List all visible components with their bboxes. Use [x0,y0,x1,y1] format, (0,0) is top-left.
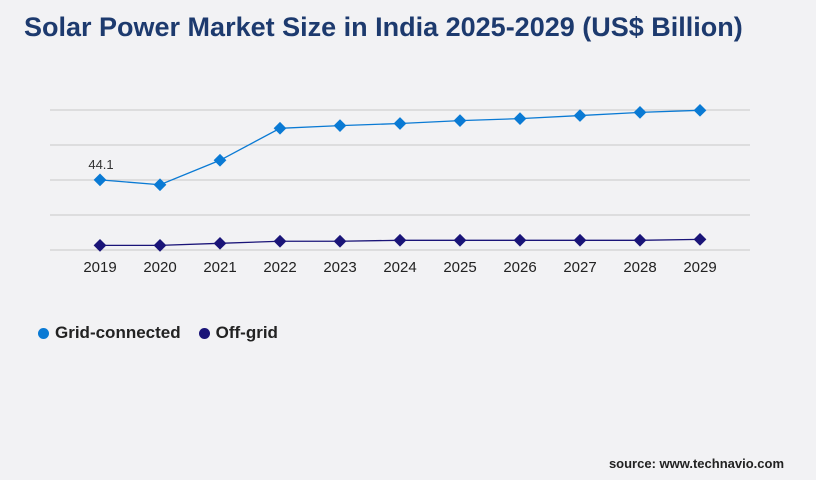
data-point [393,233,407,247]
data-point [573,109,587,122]
legend: Grid-connected Off-grid [38,323,278,343]
legend-label: Off-grid [215,323,278,342]
data-point [693,232,707,246]
data-point [273,234,287,248]
data-point [273,121,287,135]
data-point [213,236,227,250]
data-point [573,233,587,247]
legend-item-off-grid: Off-grid [198,323,278,343]
data-point [213,153,227,167]
data-point [453,233,467,247]
chart-title: Solar Power Market Size in India 2025-20… [24,12,743,42]
legend-label: Grid-connected [55,323,181,342]
data-point [453,114,467,128]
data-label: 44.1 [88,157,113,172]
data-point [153,178,167,192]
data-point [153,239,167,252]
legend-marker-icon [198,327,210,339]
x-tick-label: 2020 [143,259,176,276]
data-point [513,112,527,125]
x-tick-label: 2028 [623,259,656,276]
data-point [633,233,647,247]
x-tick-label: 2024 [383,259,416,276]
data-point [513,233,527,247]
data-point [633,106,647,119]
x-tick-label: 2026 [503,259,536,276]
source-note: source: www.technavio.com [608,456,784,471]
data-point [393,117,407,130]
x-tick-label: 2019 [83,259,116,276]
data-point [93,239,107,252]
x-tick-label: 2025 [443,259,476,276]
legend-item-grid-connected: Grid-connected [38,323,181,343]
data-point [693,103,707,117]
x-tick-label: 2029 [683,259,716,276]
x-tick-label: 2023 [323,259,356,276]
data-point [93,173,107,187]
x-tick-label: 2021 [203,259,236,276]
data-point [333,119,347,132]
legend-marker-icon [38,327,49,339]
data-point [333,234,347,248]
x-tick-label: 2022 [263,259,296,276]
x-tick-label: 2027 [563,259,596,276]
